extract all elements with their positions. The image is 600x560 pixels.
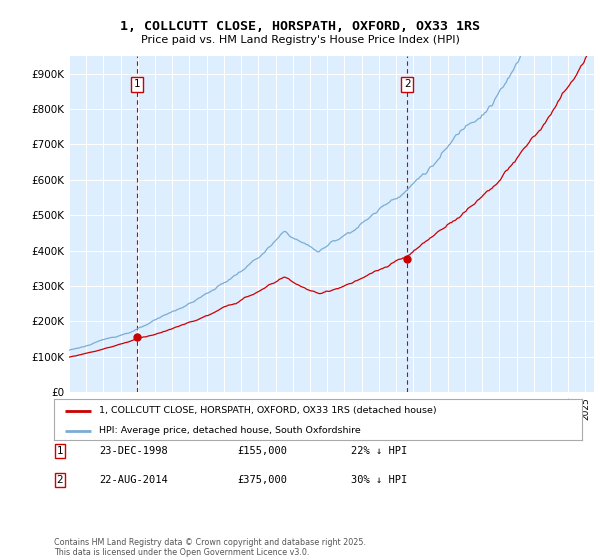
Text: 23-DEC-1998: 23-DEC-1998: [99, 446, 168, 456]
Text: 1, COLLCUTT CLOSE, HORSPATH, OXFORD, OX33 1RS: 1, COLLCUTT CLOSE, HORSPATH, OXFORD, OX3…: [120, 20, 480, 32]
Text: Price paid vs. HM Land Registry's House Price Index (HPI): Price paid vs. HM Land Registry's House …: [140, 35, 460, 45]
Text: 2: 2: [404, 80, 410, 89]
Text: £375,000: £375,000: [237, 475, 287, 485]
Text: 22-AUG-2014: 22-AUG-2014: [99, 475, 168, 485]
Text: 22% ↓ HPI: 22% ↓ HPI: [351, 446, 407, 456]
Text: 1, COLLCUTT CLOSE, HORSPATH, OXFORD, OX33 1RS (detached house): 1, COLLCUTT CLOSE, HORSPATH, OXFORD, OX3…: [99, 406, 437, 415]
Text: 1: 1: [56, 446, 64, 456]
Text: 1: 1: [134, 80, 140, 89]
Text: 2: 2: [56, 475, 64, 485]
Text: 30% ↓ HPI: 30% ↓ HPI: [351, 475, 407, 485]
Text: £155,000: £155,000: [237, 446, 287, 456]
Text: HPI: Average price, detached house, South Oxfordshire: HPI: Average price, detached house, Sout…: [99, 426, 361, 435]
Text: Contains HM Land Registry data © Crown copyright and database right 2025.
This d: Contains HM Land Registry data © Crown c…: [54, 538, 366, 557]
